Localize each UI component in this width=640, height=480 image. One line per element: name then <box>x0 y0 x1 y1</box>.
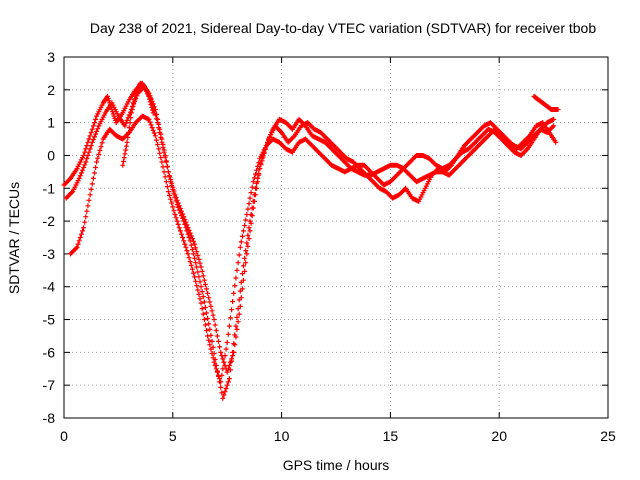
grid-lines <box>64 57 608 418</box>
y-tick-label: -1 <box>43 180 56 196</box>
series-markers <box>120 80 156 168</box>
series-markers <box>68 113 557 385</box>
y-tick-label: 2 <box>47 82 55 98</box>
y-tick-label: -3 <box>43 246 56 262</box>
series-markers <box>531 93 561 112</box>
y-tick-label: -7 <box>43 377 56 393</box>
y-tick-label: -2 <box>43 213 56 229</box>
series-track-d <box>120 80 156 168</box>
x-axis-ticks: 0 5 10 15 20 25 <box>60 57 616 444</box>
x-axis-label: GPS time / hours <box>283 457 390 473</box>
y-tick-label: -6 <box>43 344 56 360</box>
x-tick-label: 15 <box>383 428 399 444</box>
y-tick-label: -4 <box>43 279 56 295</box>
y-axis-label: SDTVAR / TECUs <box>6 182 22 294</box>
y-axis-ticks: -8 -7 -6 -5 -4 -3 -2 -1 0 1 2 3 <box>43 49 608 426</box>
chart-title: Day 238 of 2021, Sidereal Day-to-day VTE… <box>90 20 597 36</box>
y-tick-label: -8 <box>43 410 56 426</box>
series-track-c <box>68 113 557 385</box>
data-points <box>61 80 561 401</box>
x-tick-label: 10 <box>274 428 290 444</box>
series-track-e <box>531 93 561 112</box>
x-tick-label: 20 <box>491 428 507 444</box>
series-track-b <box>63 84 559 401</box>
y-tick-label: -5 <box>43 312 56 328</box>
y-tick-label: 1 <box>47 115 55 131</box>
x-tick-label: 5 <box>169 428 177 444</box>
y-tick-label: 3 <box>47 49 55 65</box>
x-tick-label: 0 <box>60 428 68 444</box>
y-tick-label: 0 <box>47 147 55 163</box>
plot-frame <box>63 56 609 419</box>
x-tick-label: 25 <box>600 428 616 444</box>
series-markers <box>63 84 559 401</box>
